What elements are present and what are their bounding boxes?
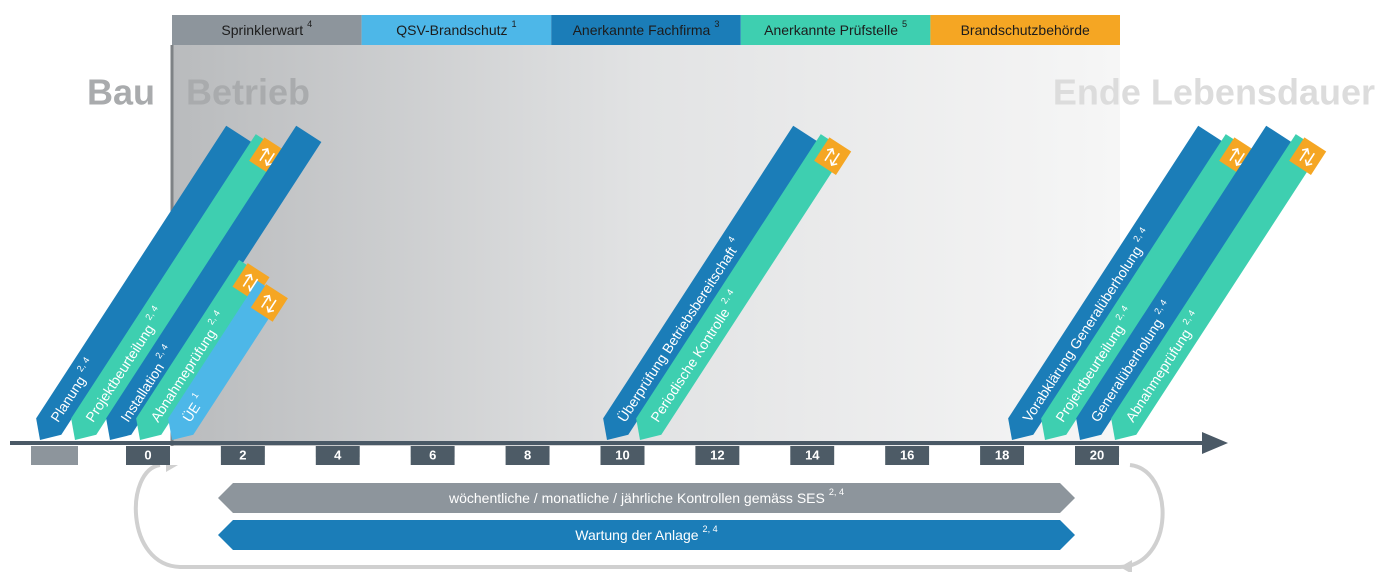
band-shape [168,280,283,440]
year-box [980,446,1025,465]
legend-swatch [172,15,362,45]
year-gap [644,446,696,465]
label-text: Brandschutzbehörde [961,22,1090,38]
exchange-icon [260,294,277,313]
year-label: 16 [900,447,914,462]
year-box [410,446,455,465]
legend-label: Brandschutzbehörde [961,22,1090,38]
band-shape [136,259,265,440]
phase-label: Betrieb [186,72,310,113]
timeline-arrowhead [1202,432,1228,454]
recurring-label: Wartung der Anlage 2, 4 [575,524,717,542]
year-label: 18 [995,447,1009,462]
year-gap [549,446,601,465]
year-gap [929,446,981,465]
exchange-icon [259,147,275,166]
legend-swatch [930,15,1120,45]
legend-swatch [361,15,552,45]
loop-arrowhead [1120,560,1132,574]
authority-cap [814,137,852,175]
year-gap [1024,446,1075,465]
year-gap [834,446,886,465]
legend-swatch [551,15,741,45]
year-box [315,446,360,465]
exchange-icon [1299,147,1315,166]
superscript: 3 [714,19,719,29]
year-box [600,446,645,465]
label-text: Anerkannte Prüfstelle [764,22,898,38]
superscript: 4 [726,235,737,245]
year-gap [739,446,791,465]
superscript: 4 [307,19,312,29]
year-box [505,446,550,465]
step-band: ÜE1 [168,280,288,440]
superscript: 5 [902,19,907,29]
superscript: 1 [512,19,517,29]
recurring-bar [218,483,1075,513]
band-shape [106,125,322,440]
year-box [695,446,740,465]
superscript: 2, 4 [703,524,718,534]
year-label: 12 [710,447,724,462]
band-shape [1111,134,1321,440]
year-box [126,446,170,465]
recurring-bar [218,520,1075,550]
band-shape [1076,125,1292,440]
year-label: 10 [615,447,629,462]
superscript: 2, 4 [829,487,844,497]
recurring-label: wöchentliche / monatliche / jährliche Ko… [448,487,844,505]
year-label: 20 [1090,447,1104,462]
phase-label: Bau [87,72,155,113]
year-gap [454,446,506,465]
legend-label: Sprinklerwart 4 [221,19,312,37]
year-gap [359,446,411,465]
year-label: 6 [429,447,436,462]
label-text: wöchentliche / monatliche / jährliche Ko… [448,490,825,506]
band-shape [1041,134,1251,440]
legend-label: Anerkannte Prüfstelle 5 [764,19,907,37]
band-shape [603,125,819,440]
year-box [885,446,930,465]
label-text: Anerkannte Fachfirma [573,22,711,38]
authority-cap [1289,137,1327,175]
year-box [220,446,265,465]
year-box [1075,446,1119,465]
year-label: 14 [805,447,820,462]
year-gap [264,446,316,465]
legend-swatch [740,15,931,45]
band-shape [636,134,846,440]
year-label: 8 [524,447,531,462]
label-text: QSV-Brandschutz [396,22,507,38]
cycle-loop [133,463,1165,569]
authority-cap [250,284,288,322]
year-label: 4 [334,447,342,462]
year-gap [170,446,221,465]
exchange-icon [824,147,840,166]
legend-label: QSV-Brandschutz 1 [396,19,516,37]
exchange-icon [1229,147,1245,166]
superscript: 1 [190,391,201,401]
pre-timeline-box [31,446,78,465]
legend-label: Anerkannte Fachfirma 3 [573,19,720,37]
year-box [790,446,835,465]
label-text: Wartung der Anlage [575,527,698,543]
year-label: 0 [144,447,151,462]
year-label: 2 [239,447,246,462]
exchange-icon [242,273,259,292]
band-shape [36,125,252,440]
band-shape [71,134,281,440]
phase-label: Ende Lebensdauer [1053,72,1375,113]
band-shape [1008,125,1224,440]
label-text: Sprinklerwart [221,22,303,38]
